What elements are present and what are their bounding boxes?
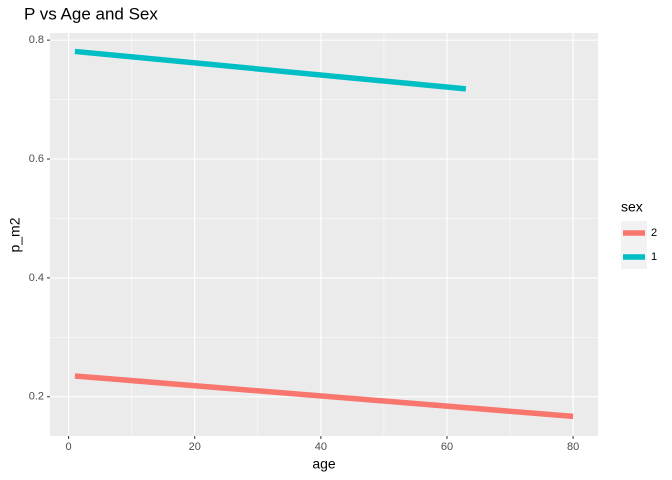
chart-title: P vs Age and Sex xyxy=(24,4,158,23)
x-tick-label: 80 xyxy=(567,441,579,453)
series-line xyxy=(74,373,574,420)
y-tick-label: 0.6 xyxy=(29,153,44,165)
x-tick-label: 0 xyxy=(66,441,72,453)
x-tick-label: 40 xyxy=(315,441,327,453)
x-tick-label: 60 xyxy=(441,441,453,453)
y-tick-label: 0.4 xyxy=(29,272,44,284)
lines xyxy=(74,48,574,420)
y-tick-label: 0.2 xyxy=(29,391,44,403)
x-tick-label: 20 xyxy=(189,441,201,453)
panel xyxy=(50,33,598,436)
series-line xyxy=(74,48,467,92)
legend-label: 2 xyxy=(651,227,657,239)
y-axis-label: p_m2 xyxy=(7,217,23,252)
y-tick-label: 0.8 xyxy=(29,34,44,46)
x-axis-label: age xyxy=(312,456,336,472)
legend-title: sex xyxy=(621,199,643,215)
legend-label: 1 xyxy=(651,251,657,263)
